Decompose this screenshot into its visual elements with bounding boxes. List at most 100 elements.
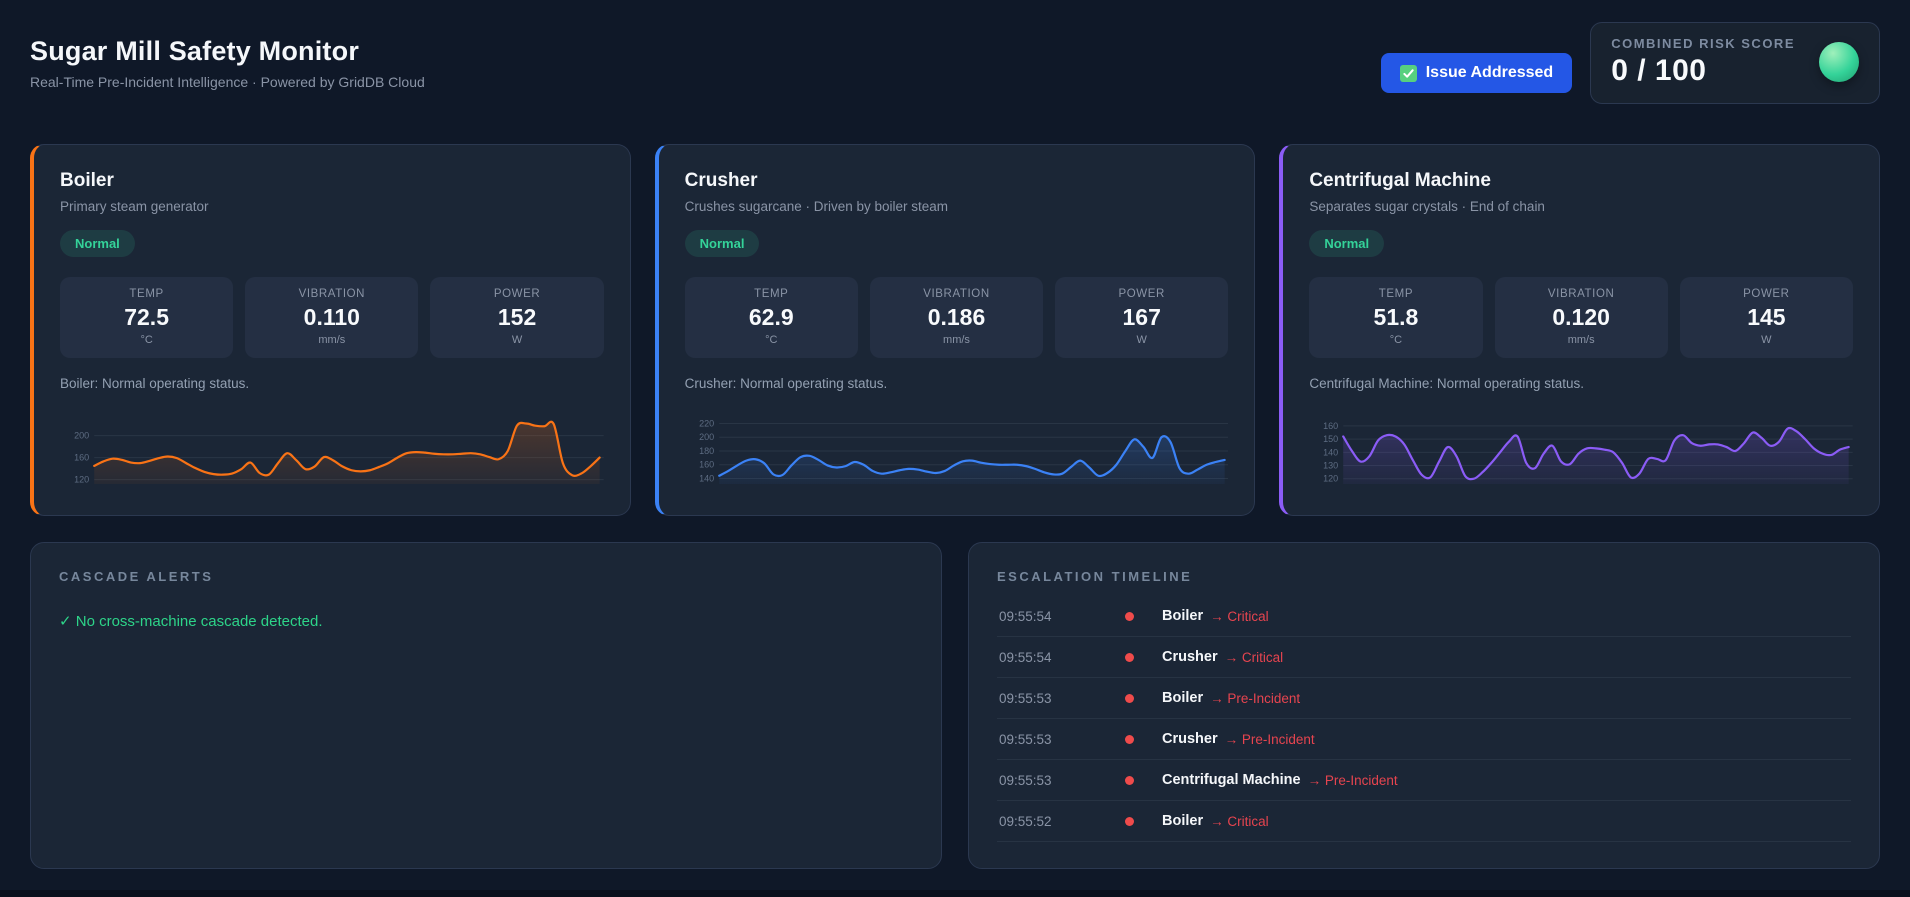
machine-card: Crusher Crushes sugarcane · Driven by bo… [654,144,1256,516]
trend-chart-container: 220 200 180 160 140 [685,413,1229,491]
metric-value: 145 [1747,304,1786,330]
event-status: → Pre-Incident [1225,732,1315,747]
trend-line-chart: 220 200 180 160 140 [699,419,1229,484]
escalation-timeline-title: ESCALATION TIMELINE [997,569,1193,584]
metric-value: 0.186 [927,304,986,330]
event-time: 09:55:54 [999,608,1052,624]
event-status-label: Critical [1241,649,1284,665]
timeline-event-row: 09:55:52 Boiler → Critical [997,801,1851,842]
event-status-label: Pre-Incident [1227,690,1301,706]
header: Sugar Mill Safety Monitor Real-Time Pre-… [30,22,1880,104]
svg-text:140: 140 [1323,447,1338,457]
metric-tile-power: POWER 167 W [1055,277,1229,358]
arrow-glyph: → [1210,813,1224,829]
machine-name: Crusher [684,170,758,191]
metric-tile-temp: TEMP 62.9 °C [684,277,858,358]
svg-text:160: 160 [699,460,714,470]
machine-name: Boiler [60,170,114,191]
metric-unit: W [1136,334,1147,346]
issue-addressed-label: Issue Addressed [1425,64,1554,81]
svg-text:140: 140 [699,474,714,484]
status-badge: Normal [684,230,760,257]
machine-card: Boiler Primary steam generator Normal TE… [30,144,631,516]
event-machine: Crusher [1162,731,1218,747]
bottom-panels: CASCADE ALERTS ✓ No cross-machine cascad… [30,542,1880,869]
event-status-label: Pre-Incident [1241,731,1315,747]
escalation-timeline-panel: ESCALATION TIMELINE 09:55:54 Boiler → Cr… [968,542,1880,869]
metric-unit: mm/s [318,334,346,346]
page-title: Sugar Mill Safety Monitor [30,36,360,66]
metric-row: TEMP 62.9 °C VIBRATION 0.186 mm/s POWER … [684,277,1229,358]
machine-description: Crushes sugarcane · Driven by boiler ste… [684,199,949,214]
header-actions: Issue Addressed COMBINED RISK SCORE 0 / … [1380,22,1880,104]
machine-status-text: Centrifugal Machine: Normal operating st… [1309,376,1584,391]
header-titles: Sugar Mill Safety Monitor Real-Time Pre-… [30,22,425,90]
event-time: 09:55:52 [999,813,1052,829]
metric-value: 167 [1122,304,1161,330]
metric-tile-temp: TEMP 51.8 °C [1309,277,1483,358]
cascade-alerts-title: CASCADE ALERTS [59,569,214,584]
metric-tile-power: POWER 152 W [430,277,604,358]
metric-unit: °C [765,334,778,346]
timeline-list: 09:55:54 Boiler → Critical 09:55:54 Crus… [997,596,1851,842]
risk-score-text: COMBINED RISK SCORE 0 / 100 [1611,36,1795,88]
metric-label: VIBRATION [298,288,366,300]
svg-text:200: 200 [699,432,714,442]
metric-row: TEMP 51.8 °C VIBRATION 0.120 mm/s POWER … [1309,277,1853,358]
arrow-glyph: → [1210,690,1224,706]
event-status-label: Critical [1227,813,1269,829]
alert-dot-icon [1125,816,1134,826]
event-machine: Crusher [1162,649,1218,665]
alert-dot-icon [1125,652,1134,662]
metric-value: 62.9 [748,304,794,330]
status-badge: Normal [60,230,135,257]
checkbox-icon [1399,64,1417,82]
event-status: → Critical [1225,650,1284,665]
event-time: 09:55:54 [999,649,1052,665]
timeline-event-row: 09:55:54 Boiler → Critical [997,596,1851,637]
machine-status-text: Crusher: Normal operating status. [684,376,888,391]
svg-text:120: 120 [74,475,89,485]
issue-addressed-button[interactable]: Issue Addressed [1380,53,1573,93]
metric-row: TEMP 72.5 °C VIBRATION 0.110 mm/s POWER … [60,277,604,358]
metric-value: 51.8 [1373,304,1419,330]
alert-dot-icon [1125,611,1134,621]
timeline-event-row: 09:55:53 Centrifugal Machine → Pre-Incid… [997,760,1851,801]
metric-unit: W [511,334,523,346]
metric-unit: °C [140,334,153,346]
machine-description: Primary steam generator [60,199,209,214]
metric-label: POWER [1743,288,1790,300]
metric-label: VIBRATION [923,288,990,300]
trend-chart-container: 200 160 120 [60,413,604,491]
metric-label: TEMP [1378,288,1414,300]
event-status-label: Critical [1227,608,1269,624]
svg-text:120: 120 [1323,474,1338,484]
timeline-event-row: 09:55:53 Boiler → Pre-Incident [997,678,1851,719]
metric-tile-power: POWER 145 W [1679,277,1853,358]
event-machine: Centrifugal Machine [1162,772,1301,788]
metric-tile-vibration: VIBRATION 0.110 mm/s [245,277,419,358]
cascade-alerts-panel: CASCADE ALERTS ✓ No cross-machine cascad… [30,542,942,869]
event-status: → Pre-Incident [1210,691,1300,706]
metric-unit: mm/s [943,334,970,346]
event-status: → Critical [1210,814,1269,829]
machine-card: Centrifugal Machine Separates sugar crys… [1279,144,1880,516]
svg-text:150: 150 [1323,434,1338,444]
metric-unit: W [1761,334,1772,346]
event-status: → Pre-Incident [1308,773,1398,788]
cascade-alert-message: ✓ No cross-machine cascade detected. [59,613,323,630]
arrow-glyph: → [1224,649,1239,665]
combined-risk-score-card: COMBINED RISK SCORE 0 / 100 [1590,22,1880,104]
timeline-event-row: 09:55:54 Crusher → Critical [997,637,1851,678]
event-time: 09:55:53 [999,690,1052,706]
svg-text:180: 180 [699,446,714,456]
trend-line-chart: 200 160 120 [74,420,604,485]
arrow-glyph: → [1307,772,1322,788]
metric-label: VIBRATION [1547,288,1615,300]
machine-name: Centrifugal Machine [1309,170,1491,191]
svg-text:200: 200 [74,431,89,441]
alert-dot-icon [1125,775,1134,785]
event-time: 09:55:53 [999,731,1052,747]
risk-score-value: 0 / 100 [1611,54,1707,87]
